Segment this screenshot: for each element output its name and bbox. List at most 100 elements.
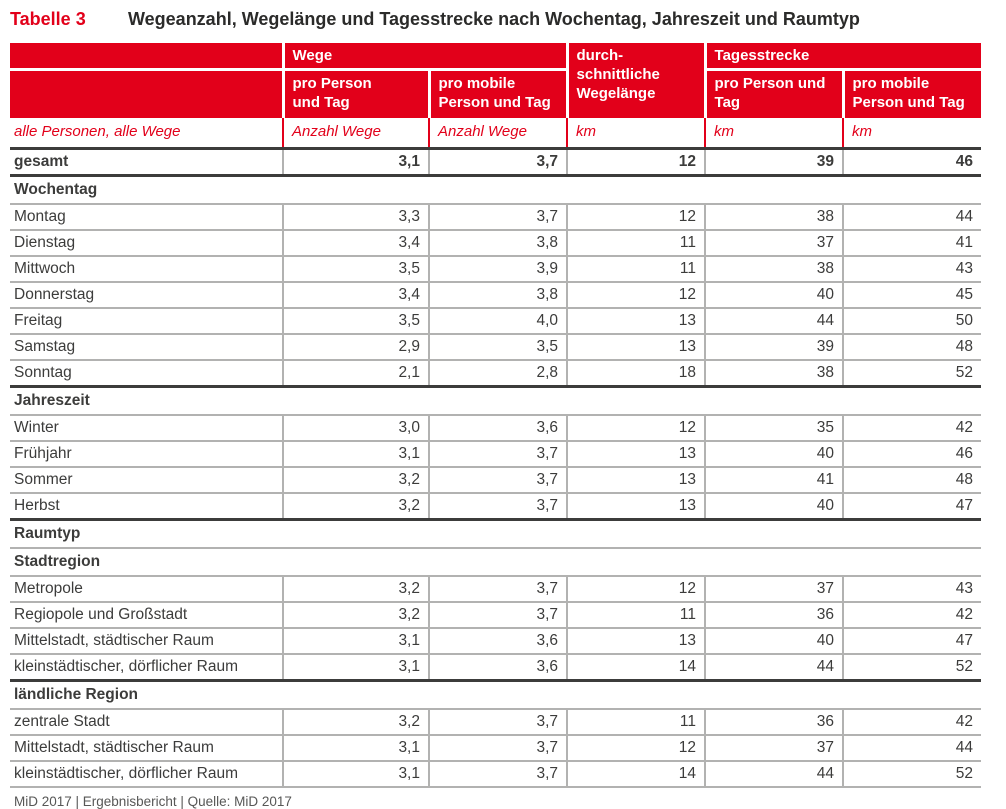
cell-value: 3,6 [427, 627, 568, 655]
row-label: Frühjahr [10, 440, 283, 468]
cell-value: 39 [704, 148, 844, 177]
cell-value: 3,7 [427, 203, 568, 231]
page-title: Wegeanzahl, Wegelänge und Tagesstrecke n… [128, 9, 860, 29]
cell-value: 3,7 [427, 148, 568, 177]
table-row: Montag 3,3 3,7 12 38 44 [10, 203, 982, 231]
section-row: ländliche Region [10, 680, 982, 710]
cell-value: 3,1 [282, 627, 429, 655]
table-row: Samstag 2,9 3,5 13 39 48 [10, 333, 982, 361]
header-sub-row: pro Person und Tag pro mobile Person und… [10, 69, 982, 118]
row-label: Winter [10, 414, 283, 442]
cell-value: 3,7 [427, 575, 568, 603]
cell-value: 42 [842, 601, 982, 629]
row-label: Freitag [10, 307, 283, 335]
cell-value: 38 [704, 359, 844, 388]
cell-value: 52 [842, 653, 982, 682]
cell-value: 44 [704, 760, 844, 788]
cell-value: 2,1 [282, 359, 429, 388]
cell-value: 48 [842, 466, 982, 494]
table-row: Regiopole und Großstadt 3,2 3,7 11 36 42 [10, 601, 982, 629]
cell-value: 3,2 [282, 466, 429, 494]
row-label: gesamt [10, 148, 283, 177]
cell-value: 43 [842, 575, 982, 603]
cell-value: 42 [842, 708, 982, 736]
table-row: Dienstag 3,4 3,8 11 37 41 [10, 229, 982, 257]
cell-value: 48 [842, 333, 982, 361]
cell-value: 38 [704, 255, 844, 283]
cell-value: 3,4 [282, 281, 429, 309]
cell-value: 3,2 [282, 575, 429, 603]
row-label: Mittelstadt, städtischer Raum [10, 627, 283, 655]
cell-value: 3,7 [427, 492, 568, 521]
cell-value: 3,2 [282, 708, 429, 736]
cell-value: 44 [704, 653, 844, 682]
header-sub-wege-pro-person: pro Person und Tag [283, 69, 431, 118]
cell-value: 40 [704, 492, 844, 521]
row-label: Metropole [10, 575, 283, 603]
table-title-bar: Tabelle 3 Wegeanzahl, Wegelänge und Tage… [0, 0, 1006, 30]
cell-value: 13 [566, 333, 706, 361]
cell-value: 3,8 [427, 281, 568, 309]
cell-value: 3,7 [427, 708, 568, 736]
units-row-label: alle Personen, alle Wege [10, 117, 283, 150]
cell-value: 37 [704, 229, 844, 257]
cell-value: 41 [842, 229, 982, 257]
cell-value: 52 [842, 760, 982, 788]
unit-cell: km [842, 117, 982, 150]
cell-value: 3,1 [282, 734, 429, 762]
row-label: Mittelstadt, städtischer Raum [10, 734, 283, 762]
cell-value: 3,7 [427, 734, 568, 762]
cell-value: 44 [704, 307, 844, 335]
section-heading: Raumtyp [10, 519, 982, 549]
header-group-wege: Wege [283, 43, 569, 71]
cell-value: 3,1 [282, 148, 429, 177]
cell-value: 4,0 [427, 307, 568, 335]
section-heading: ländliche Region [10, 680, 982, 710]
cell-value: 3,5 [282, 255, 429, 283]
cell-value: 3,2 [282, 492, 429, 521]
row-label: Donnerstag [10, 281, 283, 309]
cell-value: 12 [566, 414, 706, 442]
cell-value: 36 [704, 601, 844, 629]
cell-value: 37 [704, 575, 844, 603]
cell-value: 3,6 [427, 414, 568, 442]
cell-value: 12 [566, 148, 706, 177]
header-empty-cell [10, 69, 285, 118]
cell-value: 37 [704, 734, 844, 762]
cell-value: 3,5 [282, 307, 429, 335]
section-row: Wochentag [10, 175, 982, 205]
cell-value: 2,8 [427, 359, 568, 388]
cell-value: 13 [566, 466, 706, 494]
header-sub-wege-pro-mobile-person: pro mobile Person und Tag [429, 69, 569, 118]
header-sub-tagesstrecke-pro-person: pro Person und Tag [705, 69, 845, 118]
cell-value: 39 [704, 333, 844, 361]
row-label: Dienstag [10, 229, 283, 257]
cell-value: 11 [566, 255, 706, 283]
cell-value: 3,7 [427, 466, 568, 494]
cell-value: 52 [842, 359, 982, 388]
cell-value: 18 [566, 359, 706, 388]
row-label: zentrale Stadt [10, 708, 283, 736]
header-sub-tagesstrecke-pro-mobile-person: pro mobile Person und Tag [843, 69, 982, 118]
section-row: Stadtregion [10, 547, 982, 577]
table-row: Mittwoch 3,5 3,9 11 38 43 [10, 255, 982, 283]
cell-value: 12 [566, 575, 706, 603]
table-row: Sonntag 2,1 2,8 18 38 52 [10, 359, 982, 388]
cell-value: 3,3 [282, 203, 429, 231]
table-row: Freitag 3,5 4,0 13 44 50 [10, 307, 982, 335]
cell-value: 3,2 [282, 601, 429, 629]
cell-value: 13 [566, 492, 706, 521]
cell-value: 36 [704, 708, 844, 736]
cell-value: 3,0 [282, 414, 429, 442]
section-row: Jahreszeit [10, 386, 982, 416]
table-row: Frühjahr 3,1 3,7 13 40 46 [10, 440, 982, 468]
row-label: Herbst [10, 492, 283, 521]
table-row: gesamt 3,1 3,7 12 39 46 [10, 148, 982, 177]
cell-value: 3,6 [427, 653, 568, 682]
cell-value: 3,8 [427, 229, 568, 257]
cell-value: 50 [842, 307, 982, 335]
table-body: gesamt 3,1 3,7 12 39 46 Wochentag Montag 3,3 3,7 1… [10, 148, 982, 788]
table-row: kleinstädtischer, dörflicher Raum 3,1 3,7 1… [10, 760, 982, 788]
table-row: Herbst 3,2 3,7 13 40 47 [10, 492, 982, 521]
unit-cell: km [566, 117, 706, 150]
